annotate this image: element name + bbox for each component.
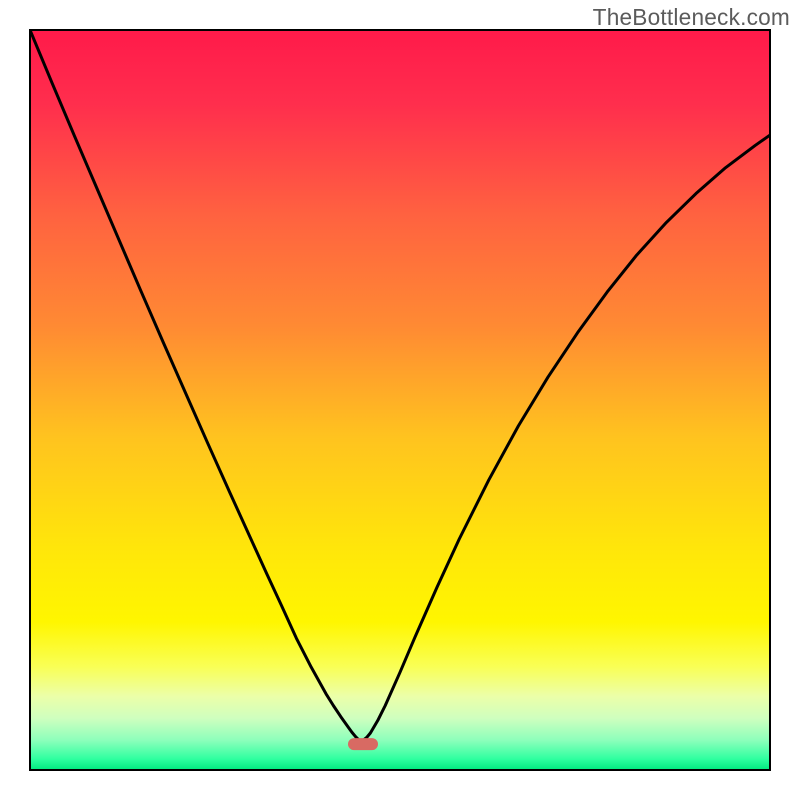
chart-stage: TheBottleneck.com bbox=[0, 0, 800, 800]
chart-svg bbox=[0, 0, 800, 800]
optimum-marker bbox=[348, 738, 378, 750]
plot-background bbox=[30, 30, 770, 770]
